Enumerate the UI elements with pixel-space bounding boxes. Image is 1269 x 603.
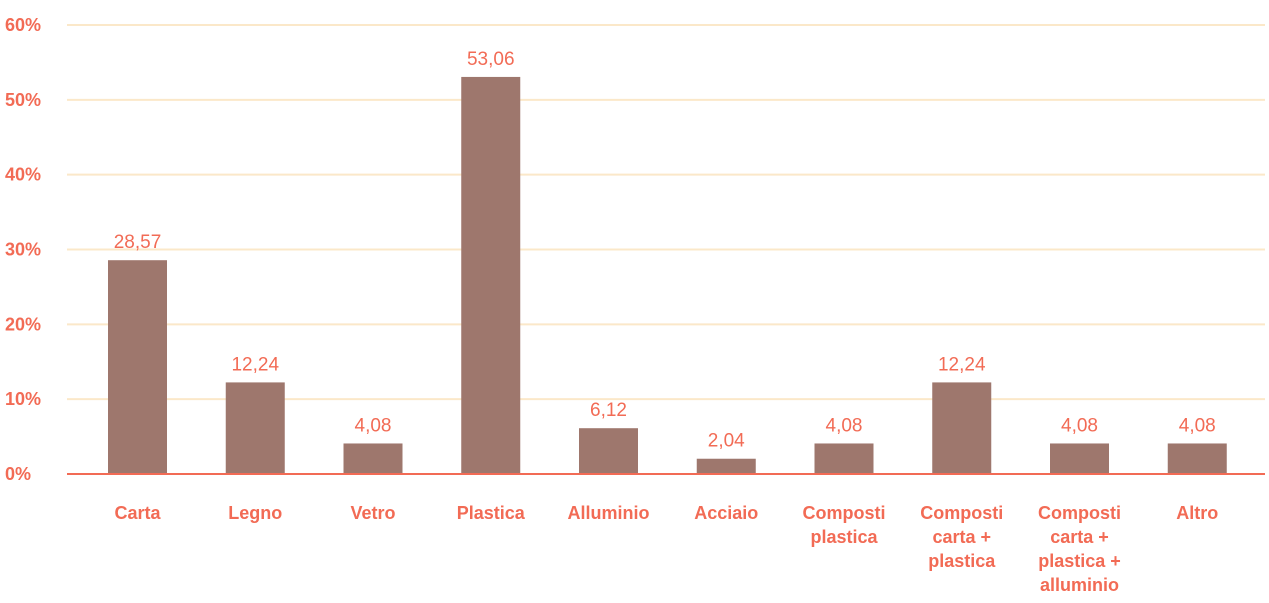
data-label: 6,12 — [590, 400, 627, 421]
bar — [696, 458, 756, 474]
bars — [108, 76, 1227, 475]
data-label: 4,08 — [355, 415, 392, 436]
x-tick-label: Legno — [228, 503, 282, 523]
x-tick-label: Composti plastica — [803, 503, 886, 547]
x-tick-label: Plastica — [457, 503, 526, 523]
y-tick-label: 60% — [5, 15, 41, 35]
y-tick-label: 40% — [5, 165, 41, 185]
data-labels: 28,57 12,24 4,08 53,06 6,12 2,04 4,08 12,24 4,08… — [114, 49, 1216, 452]
data-label: 12,24 — [231, 354, 279, 375]
x-tick-label: Altro — [1176, 503, 1218, 523]
y-tick-label: 10% — [5, 389, 41, 409]
bar — [225, 382, 285, 474]
data-label: 53,06 — [467, 49, 515, 70]
bar — [343, 443, 403, 474]
data-label: 12,24 — [938, 354, 986, 375]
bar — [461, 76, 521, 475]
y-tick-label: 30% — [5, 240, 41, 260]
x-tick-label: Alluminio — [568, 503, 650, 523]
bar — [579, 428, 638, 474]
bar — [1167, 443, 1227, 474]
bar — [1050, 443, 1109, 474]
bar — [814, 443, 874, 474]
data-label: 28,57 — [114, 232, 162, 253]
y-tick-label: 20% — [5, 314, 41, 334]
x-tick-label: Acciaio — [694, 503, 758, 523]
bar — [932, 382, 992, 474]
x-tick-label: Composti carta + plastica — [920, 503, 1003, 571]
x-tick-label: Composti carta + plastica + alluminio — [1038, 503, 1121, 595]
x-axis-ticks: Carta Legno Vetro Plastica Alluminio Acciaio C… — [114, 503, 1218, 595]
data-label: 2,04 — [708, 431, 745, 452]
x-tick-label: Vetro — [350, 503, 395, 523]
bar — [108, 260, 167, 474]
data-label: 4,08 — [1179, 415, 1216, 436]
x-tick-label: Carta — [114, 503, 161, 523]
data-label: 4,08 — [826, 415, 863, 436]
gridlines — [67, 24, 1265, 401]
y-axis-ticks: 0% 10% 20% 30% 40% 50% 60% — [5, 15, 41, 484]
data-label: 4,08 — [1061, 415, 1098, 436]
y-tick-label: 50% — [5, 90, 41, 110]
y-tick-label: 0% — [5, 464, 31, 484]
